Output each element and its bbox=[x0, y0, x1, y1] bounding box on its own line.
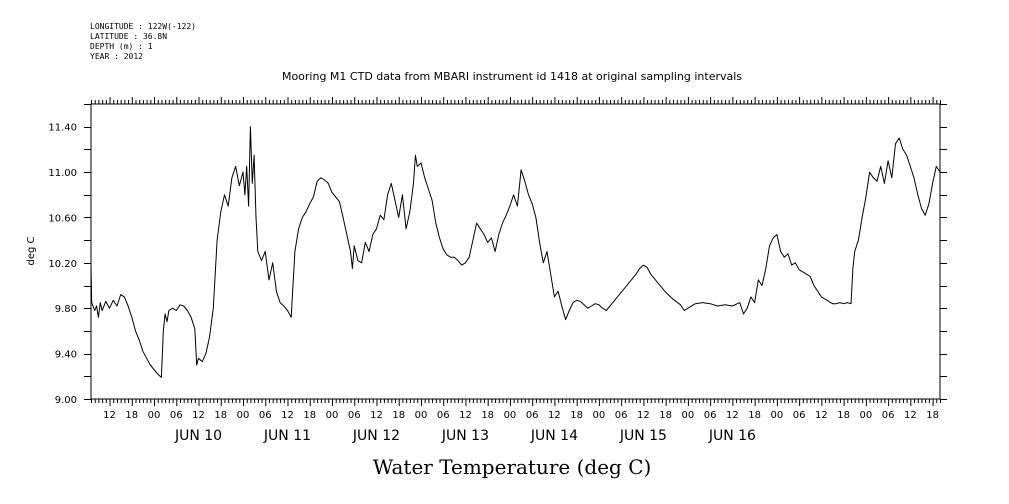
meta-year: YEAR : 2012 bbox=[90, 52, 143, 61]
x-day-label: JUN 16 bbox=[708, 428, 756, 444]
y-tick-label: 10.20 bbox=[48, 259, 77, 270]
x-hour-label: 12 bbox=[103, 410, 116, 421]
series-layer bbox=[90, 126, 941, 378]
meta-longitude: LONGITUDE : 122W(-122) bbox=[90, 22, 196, 31]
x-hour-label: 06 bbox=[437, 410, 450, 421]
x-hour-label: 06 bbox=[259, 410, 272, 421]
x-day-label: JUN 14 bbox=[530, 428, 578, 444]
x-hour-label: 06 bbox=[704, 410, 717, 421]
meta-latitude: LATITUDE : 36.8N bbox=[90, 32, 168, 41]
meta-depth: DEPTH (m) : 1 bbox=[90, 42, 153, 51]
x-hour-label: 18 bbox=[837, 410, 850, 421]
x-hour-label: 06 bbox=[170, 410, 183, 421]
x-hour-label: 18 bbox=[392, 410, 405, 421]
x-day-label: JUN 11 bbox=[263, 428, 311, 444]
x-hour-label: 18 bbox=[570, 410, 583, 421]
x-axis-label: Water Temperature (deg C) bbox=[373, 455, 652, 479]
y-tick-label: 9.80 bbox=[55, 304, 77, 315]
labels-layer: 9.00 9.40 9.80 10.20 10.60 11.00 11.40 12 18 00 06… bbox=[48, 123, 939, 444]
x-hour-label: 12 bbox=[637, 410, 650, 421]
x-hour-label: 06 bbox=[882, 410, 895, 421]
x-hour-label: 00 bbox=[682, 410, 695, 421]
x-hour-label: 12 bbox=[370, 410, 383, 421]
x-hour-label: 00 bbox=[326, 410, 339, 421]
x-hour-label: 18 bbox=[214, 410, 227, 421]
x-hour-label: 00 bbox=[148, 410, 161, 421]
plot-frame bbox=[90, 103, 941, 400]
x-hour-label: 06 bbox=[526, 410, 539, 421]
x-day-label: JUN 10 bbox=[174, 428, 222, 444]
x-day-label: JUN 12 bbox=[352, 428, 400, 444]
x-hour-label: 18 bbox=[125, 410, 138, 421]
x-hour-label: 00 bbox=[237, 410, 250, 421]
ticks-layer bbox=[84, 97, 947, 406]
y-axis-label: deg C bbox=[26, 236, 37, 265]
x-hour-label: 18 bbox=[303, 410, 316, 421]
y-tick-label: 10.60 bbox=[48, 213, 77, 224]
x-hour-label: 06 bbox=[793, 410, 806, 421]
x-hour-label: 12 bbox=[726, 410, 739, 421]
x-hour-label: 00 bbox=[593, 410, 606, 421]
x-day-label: JUN 13 bbox=[441, 428, 489, 444]
x-hour-label: 12 bbox=[548, 410, 561, 421]
x-hour-label: 00 bbox=[771, 410, 784, 421]
x-hour-label: 12 bbox=[815, 410, 828, 421]
y-tick-label: 11.40 bbox=[48, 123, 77, 134]
x-hour-label: 00 bbox=[504, 410, 517, 421]
x-day-label: JUN 15 bbox=[619, 428, 667, 444]
chart-title: Mooring M1 CTD data from MBARI instrumen… bbox=[282, 70, 742, 83]
x-hour-label: 12 bbox=[281, 410, 294, 421]
x-hour-label: 06 bbox=[348, 410, 361, 421]
x-hour-label: 18 bbox=[659, 410, 672, 421]
x-hour-label: 00 bbox=[859, 410, 872, 421]
metadata-block: LONGITUDE : 122W(-122) LATITUDE : 36.8N … bbox=[90, 22, 196, 62]
x-hour-label: 18 bbox=[481, 410, 494, 421]
y-tick-label: 11.00 bbox=[48, 168, 77, 179]
x-hour-label: 18 bbox=[748, 410, 761, 421]
x-hour-label: 06 bbox=[615, 410, 628, 421]
y-tick-label: 9.40 bbox=[55, 350, 77, 361]
x-hour-label: 12 bbox=[459, 410, 472, 421]
x-hour-label: 00 bbox=[415, 410, 428, 421]
series-line bbox=[90, 126, 941, 378]
x-hour-label: 18 bbox=[926, 410, 939, 421]
y-tick-label: 9.00 bbox=[55, 395, 77, 406]
x-hour-label: 12 bbox=[192, 410, 205, 421]
x-hour-label: 12 bbox=[904, 410, 917, 421]
